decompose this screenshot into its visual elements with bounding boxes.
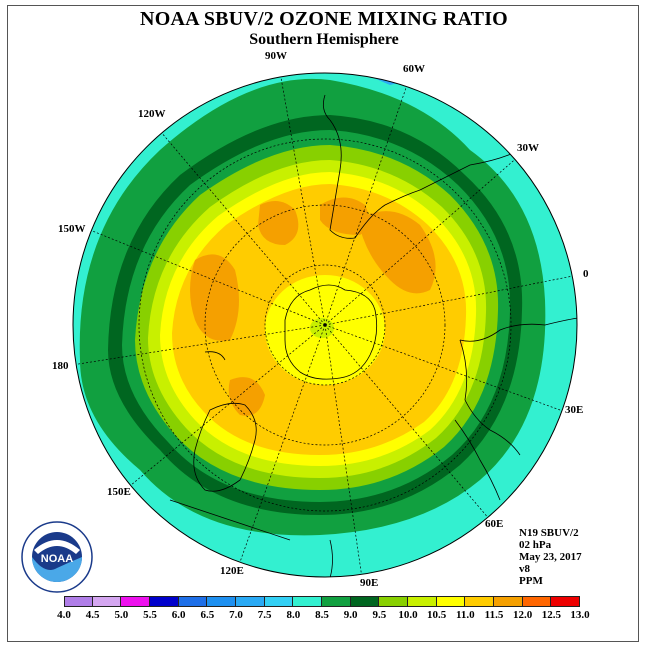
colorbar-tick-label: 4.0 <box>57 609 71 621</box>
pressure-label: 02 hPa <box>519 539 552 551</box>
colorbar-swatch <box>293 596 322 607</box>
units-label: PPM <box>519 575 543 587</box>
satellite-label: N19 SBUV/2 <box>519 527 579 539</box>
lon-label-30w: 30W <box>517 142 539 154</box>
version-label: v8 <box>519 563 530 575</box>
lon-label-30e: 30E <box>565 404 584 416</box>
colorbar-swatch <box>551 596 580 607</box>
colorbar-swatch <box>207 596 236 607</box>
noaa-logo: NOAA <box>21 521 93 593</box>
noaa-logo-text: NOAA <box>41 553 73 565</box>
colorbar-tick-label: 8.5 <box>315 609 329 621</box>
colorbar-tick-label: 9.5 <box>372 609 387 621</box>
colorbar-swatch <box>407 596 437 607</box>
lon-label-90w: 90W <box>265 50 287 62</box>
gridlines <box>73 73 577 577</box>
lon-label-60e: 60E <box>485 518 504 530</box>
colorbar-tick-label: 7.0 <box>229 609 243 621</box>
colorbar <box>64 596 580 607</box>
colorbar-tick-label: 8.0 <box>286 609 301 621</box>
colorbar-tick-label: 12.5 <box>541 609 561 621</box>
lon-label-150w: 150W <box>58 223 86 235</box>
colorbar-tick-label: 6.5 <box>200 609 215 621</box>
lon-label-150e: 150E <box>107 486 131 498</box>
orange-patch-5 <box>228 377 265 416</box>
colorbar-swatch <box>522 596 552 607</box>
orange-patch-3 <box>358 211 436 294</box>
figure-frame <box>7 5 639 642</box>
page-title: NOAA SBUV/2 OZONE MIXING RATIO <box>140 8 508 30</box>
lon-label-120w: 120W <box>138 108 166 120</box>
map-border <box>72 72 578 578</box>
colorbar-tick-label: 4.5 <box>85 609 100 621</box>
colorbar-swatch <box>149 596 179 607</box>
colorbar-swatch <box>64 596 93 607</box>
lon-label-90e: 90E <box>360 577 379 589</box>
colorbar-tick-label: 10.5 <box>427 609 447 621</box>
colorbar-swatch <box>436 596 466 607</box>
colorbar-swatch <box>350 596 380 607</box>
orange-patch-4 <box>190 254 239 341</box>
date-label: May 23, 2017 <box>519 551 582 563</box>
lon-label-0: 0 <box>583 268 589 280</box>
colorbar-tick-label: 5.5 <box>143 609 157 621</box>
orange-patch-2 <box>320 197 369 235</box>
colorbar-tick-label: 11.5 <box>484 609 504 621</box>
lon-label-120e: 120E <box>220 565 244 577</box>
colorbar-tick-label: 10.0 <box>398 609 418 621</box>
pole-center <box>310 318 334 338</box>
page-subtitle: Southern Hemisphere <box>249 31 399 48</box>
colorbar-swatch <box>121 596 150 607</box>
coastlines <box>169 94 577 577</box>
colorbar-tick-label: 5.0 <box>114 609 129 621</box>
colorbar-swatch <box>178 596 208 607</box>
lon-label-60w: 60W <box>403 63 425 75</box>
colorbar-tick-label: 9.0 <box>343 609 358 621</box>
lon-label-180: 180 <box>52 360 69 372</box>
colorbar-swatch <box>92 596 122 607</box>
colorbar-swatch <box>321 596 351 607</box>
data-info-block: N19 SBUV/2 02 hPa May 23, 2017 v8 PPM <box>519 527 582 587</box>
colorbar-swatch <box>235 596 265 607</box>
colorbar-swatch <box>264 596 294 607</box>
colorbar-swatch <box>379 596 408 607</box>
colorbar-tick-label: 11.0 <box>456 609 475 621</box>
colorbar-tick-label: 13.0 <box>570 609 590 621</box>
colorbar-tick-label: 7.5 <box>257 609 272 621</box>
colorbar-swatch <box>493 596 523 607</box>
colorbar-tick-label: 6.0 <box>171 609 186 621</box>
orange-patch-1 <box>258 201 299 245</box>
colorbar-swatch <box>465 596 494 607</box>
colorbar-tick-label: 12.0 <box>513 609 533 621</box>
